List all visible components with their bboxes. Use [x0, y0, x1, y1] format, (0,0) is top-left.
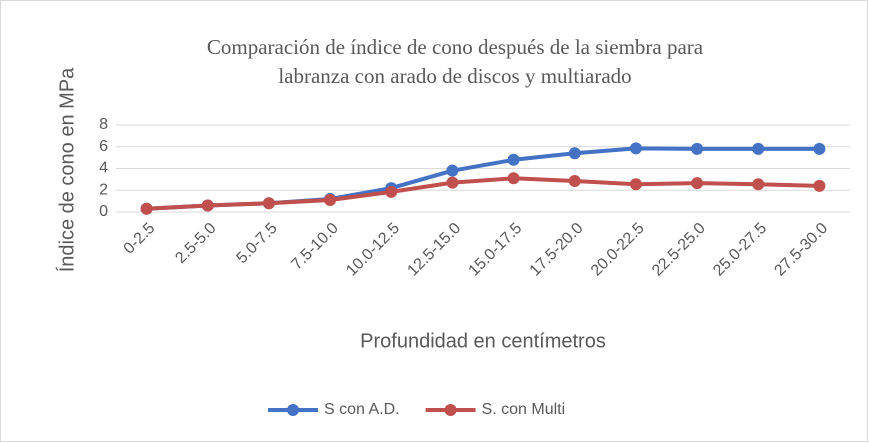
- data-point: [507, 153, 520, 166]
- chart-title: labranza con arado de discos y multiarad…: [278, 64, 631, 88]
- data-point: [446, 176, 459, 189]
- y-tick-label: 4: [99, 160, 108, 177]
- data-point: [752, 142, 765, 155]
- data-point: [446, 164, 459, 177]
- legend-marker: [287, 404, 299, 416]
- chart-title: Comparación de índice de cono después de…: [207, 35, 704, 59]
- data-point: [140, 202, 153, 215]
- legend-label: S con A.D.: [324, 401, 400, 418]
- y-tick-label: 0: [99, 203, 108, 220]
- data-point: [324, 194, 337, 207]
- data-point: [507, 172, 520, 185]
- data-point: [629, 178, 642, 191]
- legend-marker: [444, 404, 457, 416]
- data-point: [568, 147, 581, 160]
- y-tick-label: 8: [99, 116, 108, 133]
- data-point: [262, 197, 275, 210]
- data-point: [813, 142, 826, 155]
- y-tick-label: 6: [99, 138, 108, 155]
- y-axis-label: Índice de cono en MPa: [55, 67, 78, 272]
- data-point: [568, 175, 581, 188]
- data-point: [629, 142, 642, 155]
- data-point: [691, 177, 704, 190]
- data-point: [201, 199, 214, 212]
- data-point: [752, 178, 765, 191]
- data-point: [691, 142, 704, 155]
- series-line: [146, 176, 820, 211]
- data-point: [813, 179, 826, 192]
- y-tick-label: 2: [99, 181, 108, 198]
- data-point: [385, 185, 398, 198]
- x-axis-label: Profundidad en centímetros: [360, 330, 606, 352]
- legend-label: S. con Multi: [482, 401, 566, 418]
